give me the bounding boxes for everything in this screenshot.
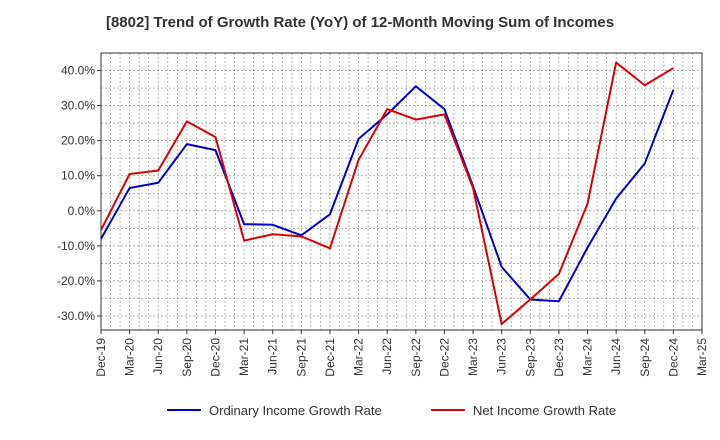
x-tick-label: Dec-23 bbox=[552, 338, 566, 377]
series-line-ordinary-income bbox=[100, 85, 675, 303]
x-tick-label: Sep-21 bbox=[294, 338, 308, 377]
x-tick-label: Mar-22 bbox=[352, 338, 366, 376]
x-tick-label: Jun-23 bbox=[495, 338, 509, 375]
y-tick-label: 20.0% bbox=[61, 134, 95, 148]
y-tick-label: -30.0% bbox=[57, 309, 95, 323]
x-tick-label: Mar-24 bbox=[581, 338, 595, 376]
legend-label: Ordinary Income Growth Rate bbox=[209, 403, 382, 418]
x-tick-label: Dec-20 bbox=[208, 338, 222, 377]
x-tick-label: Mar-23 bbox=[466, 338, 480, 376]
x-tick-label: Jun-24 bbox=[609, 338, 623, 375]
x-tick-label: Sep-20 bbox=[180, 338, 194, 377]
x-tick-label: Sep-24 bbox=[638, 338, 652, 377]
x-tick-label: Dec-24 bbox=[666, 338, 680, 377]
y-tick-label: -20.0% bbox=[57, 274, 95, 288]
y-tick-label: 30.0% bbox=[61, 99, 95, 113]
x-tick-label: Dec-21 bbox=[323, 338, 337, 377]
x-tick-label: Mar-20 bbox=[123, 338, 137, 376]
x-tick-label: Jun-21 bbox=[266, 338, 280, 375]
legend-label: Net Income Growth Rate bbox=[473, 403, 616, 418]
y-tick-label: 40.0% bbox=[61, 64, 95, 78]
chart-title: [8802] Trend of Growth Rate (YoY) of 12-… bbox=[105, 14, 615, 31]
x-tick-label: Sep-23 bbox=[523, 338, 537, 377]
x-tick-label: Mar-21 bbox=[237, 338, 251, 376]
x-tick-label: Dec-19 bbox=[94, 338, 108, 377]
y-tick-label: 0.0% bbox=[68, 204, 96, 218]
x-tick-label: Jun-20 bbox=[151, 338, 165, 375]
x-tick-label: Jun-22 bbox=[380, 338, 394, 375]
plot-area bbox=[101, 53, 702, 330]
y-tick-label: 10.0% bbox=[61, 169, 95, 183]
y-tick-label: -10.0% bbox=[57, 239, 95, 253]
x-tick-label: Dec-22 bbox=[437, 338, 451, 377]
x-tick-label: Sep-22 bbox=[409, 338, 423, 377]
plot-frame bbox=[100, 52, 703, 331]
x-tick-label: Mar-25 bbox=[695, 338, 709, 376]
series-line-net-income bbox=[100, 61, 674, 326]
